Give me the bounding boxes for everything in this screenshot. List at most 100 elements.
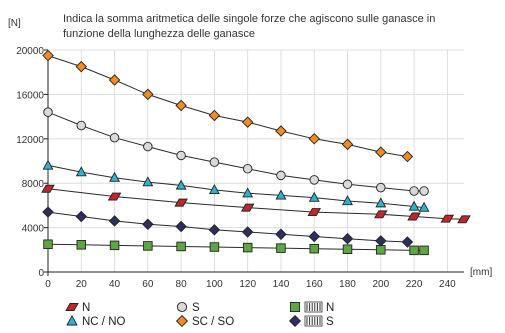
data-point-nc: [142, 176, 154, 187]
legend-marker-s: [176, 301, 188, 313]
data-point-n: [240, 203, 255, 212]
data-point-n: [307, 208, 322, 217]
legend-marker-n: [65, 303, 79, 311]
data-point-sc: [241, 116, 254, 128]
y-axis-label: [N]: [8, 18, 21, 29]
data-point-nw: [143, 241, 153, 251]
data-point-s: [376, 182, 386, 193]
data-point-nc: [408, 200, 420, 211]
series-layer: [41, 49, 471, 256]
data-point-s: [109, 132, 120, 143]
data-point-sw: [42, 206, 54, 218]
series-n: [41, 184, 471, 224]
y-tick-label: 16000: [16, 90, 44, 101]
y-tick-labels: 0 4000 8000 12000 16000 20000: [16, 46, 48, 279]
x-tick-label: 100: [206, 279, 223, 290]
legend-marker-sw: [288, 314, 302, 328]
data-point-sw: [75, 210, 88, 223]
data-point-nc: [175, 179, 187, 190]
y-tick-label: 0: [38, 268, 44, 279]
x-tick-label: 140: [273, 279, 290, 290]
data-point-nc: [275, 189, 287, 200]
data-point-s: [409, 186, 419, 196]
data-point-s: [43, 107, 53, 117]
legend-label-sw: S: [326, 316, 334, 328]
data-point-nc: [375, 197, 387, 208]
data-point-nw: [209, 242, 220, 252]
y-tick-label: 8000: [22, 179, 45, 190]
data-point-s: [143, 141, 153, 152]
chart-title-line-2: funzione della lunghezza delle ganasce: [63, 28, 255, 40]
data-point-s: [209, 157, 220, 167]
data-point-sw: [142, 218, 154, 231]
data-point-sc: [375, 146, 387, 158]
legend-item-n: N: [65, 302, 90, 314]
legend-item-nw: N: [289, 301, 334, 314]
data-point-sw: [341, 232, 354, 245]
data-point-nc: [208, 184, 220, 195]
data-point-nw: [419, 245, 429, 256]
y-tick-label: 12000: [16, 135, 44, 146]
legend-item-sc: SC / SO: [175, 314, 234, 328]
data-point-sw: [375, 235, 387, 247]
data-point-nw: [242, 242, 253, 253]
data-point-sw: [108, 215, 121, 227]
x-tick-label: 60: [142, 279, 154, 290]
data-point-nc: [42, 159, 54, 170]
x-tick-label: 0: [45, 279, 51, 290]
x-tick-label: 80: [176, 279, 188, 290]
y-tick-label: 4000: [22, 224, 45, 235]
data-point-n: [374, 210, 388, 219]
data-point-s: [309, 175, 319, 185]
series-sw: [42, 206, 414, 248]
x-tick-label: 160: [306, 279, 323, 290]
data-point-sc: [142, 88, 154, 101]
series-nc: [42, 159, 430, 212]
legend-label-nw: N: [326, 302, 334, 314]
data-point-nc: [242, 187, 254, 198]
x-tick-label: 40: [109, 279, 121, 290]
data-point-nw: [76, 240, 87, 250]
data-point-n: [41, 184, 55, 193]
data-point-sc: [75, 60, 88, 73]
legend-marker-sc: [175, 314, 189, 328]
chart-title-line-1: Indica la somma aritmetica delle singole…: [63, 13, 435, 25]
legend-label-n: N: [82, 302, 90, 314]
x-tick-label: 120: [239, 279, 256, 290]
data-point-sw: [275, 228, 287, 240]
data-point-sc: [175, 99, 187, 112]
data-point-nc: [308, 191, 320, 202]
series-sc: [42, 49, 414, 163]
legend-item-s: S: [176, 301, 200, 314]
data-point-nw: [43, 239, 53, 249]
data-point-sw: [308, 230, 320, 243]
data-point-sc: [208, 109, 221, 122]
x-tick-label: 200: [372, 279, 389, 290]
data-point-nc: [418, 201, 430, 212]
series-line-s: [47, 111, 425, 192]
data-point-n: [440, 214, 455, 223]
data-point-n: [174, 198, 188, 207]
data-point-nw: [409, 245, 419, 256]
data-point-sc: [341, 138, 354, 151]
series-line-sc: [47, 55, 408, 158]
data-point-sw: [241, 226, 254, 238]
legend-marker-nc: [66, 314, 78, 326]
data-point-nc: [109, 171, 121, 182]
data-point-s: [76, 120, 87, 131]
legend-marker-nw: [289, 301, 301, 313]
legend-label-nc: NC / NO: [82, 316, 126, 328]
legend: N S NNC / NO SC / SO S: [65, 301, 334, 328]
data-point-nw: [376, 245, 386, 255]
data-point-s: [419, 186, 429, 196]
data-point-s: [276, 170, 286, 181]
x-tick-label: 180: [339, 279, 356, 290]
series-line-sw: [47, 211, 408, 243]
x-tick-label: 220: [406, 279, 423, 290]
x-tick-label: 240: [439, 279, 456, 290]
series-s: [43, 107, 429, 196]
series-line-nw: [47, 243, 425, 251]
x-axis-label: [mm]: [470, 267, 492, 278]
data-point-sc: [108, 74, 121, 86]
